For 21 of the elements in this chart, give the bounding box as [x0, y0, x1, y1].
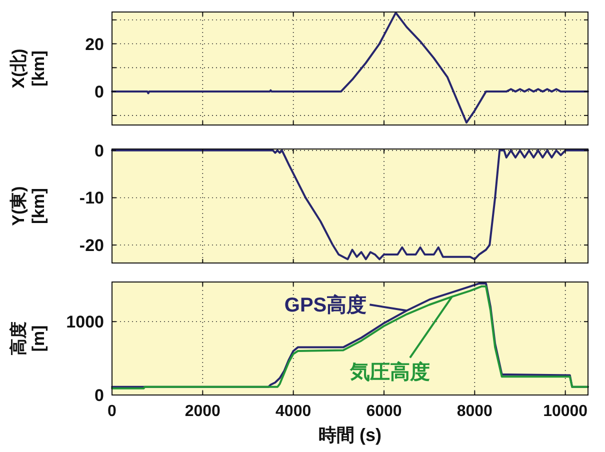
- y-tick-label: 20: [85, 34, 104, 54]
- line-series: [111, 12, 589, 124]
- line-series: [111, 149, 589, 260]
- series-label: 気圧高度: [349, 360, 430, 384]
- legend-label: GPS高度: [284, 294, 367, 317]
- x-tick-label: 2000: [184, 403, 221, 420]
- y-axis-title: X(北) [km]: [9, 48, 48, 88]
- y-tick-label: -10: [79, 188, 104, 208]
- x-tick-label: 0: [108, 403, 117, 420]
- y-tick-label: 0: [94, 141, 104, 160]
- y-tick-label: 1000: [66, 312, 104, 332]
- x-tick-label: 6000: [366, 403, 402, 420]
- y-axis-title: 高度 [m]: [9, 322, 48, 356]
- y-axis-title: Y(東) [km]: [9, 186, 48, 226]
- x-axis-title: 時間 (s): [318, 425, 382, 445]
- y-tick-label: -20: [79, 236, 104, 256]
- y-tick-label: 0: [94, 386, 104, 405]
- y-tick-label: 0: [94, 82, 104, 102]
- x-tick-label: 8000: [456, 403, 493, 420]
- x-tick-label: 10000: [543, 403, 588, 420]
- x-tick-label: 4000: [276, 403, 312, 420]
